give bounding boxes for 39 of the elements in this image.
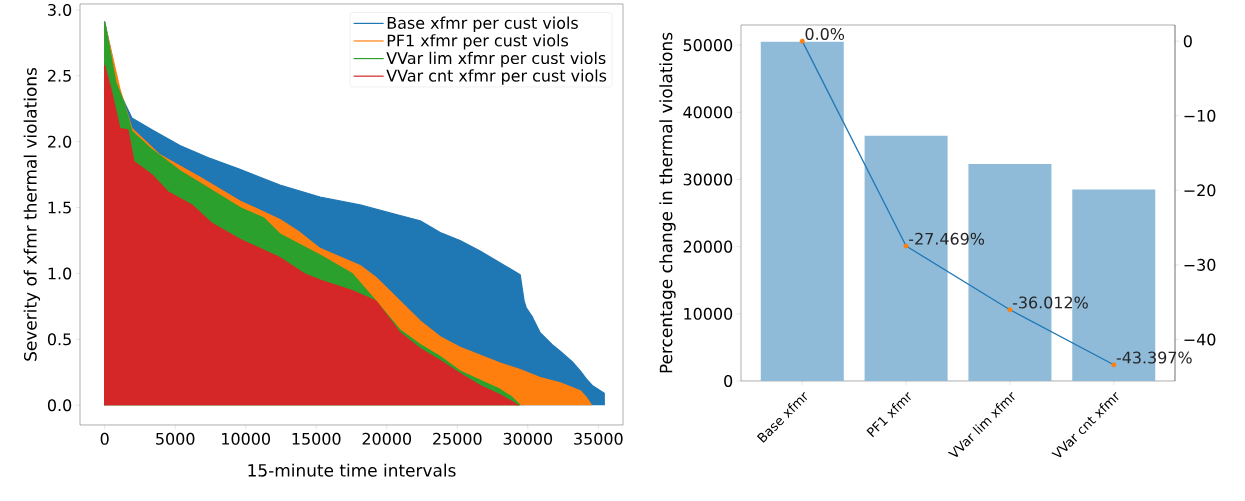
y-tick-label: 1.0 <box>48 267 72 280</box>
y-tick-label: 20000 <box>683 240 733 253</box>
legend-label: VVar lim xfmr per cust viols <box>386 51 606 68</box>
y2-tick-label: −30 <box>1184 258 1216 271</box>
point <box>799 38 805 44</box>
y2-tick-label: −20 <box>1184 184 1216 197</box>
x-tick-label: 25000 <box>433 432 482 445</box>
y2-tick-label: −40 <box>1184 333 1216 346</box>
x-axis-title: 15-minute time intervals <box>248 463 456 477</box>
y-tick-label: 0.0 <box>47 399 72 412</box>
y2-tick-label: −10 <box>1184 109 1216 122</box>
y-tick-label: 40000 <box>683 106 733 119</box>
point <box>1111 362 1117 368</box>
y-tick-label: 50000 <box>683 39 733 52</box>
y-axis-title: Percentage change in thermal violations <box>659 32 676 373</box>
data-label: 0.0% <box>805 27 845 40</box>
y2-tick-label: 0 <box>1183 35 1192 48</box>
y-tick-label: 2.0 <box>48 135 72 148</box>
y-tick-label: 0.5 <box>47 333 71 346</box>
y-tick-label: 30000 <box>683 173 733 186</box>
legend-label: VVar cnt xfmr per cust viols <box>386 69 607 85</box>
legend-label: PF1 xfmr per cust viols <box>387 34 569 50</box>
y-tick-label: 10000 <box>684 307 733 320</box>
point <box>1007 307 1013 313</box>
point <box>903 243 909 249</box>
x-tick-label: 20000 <box>362 432 412 445</box>
bar <box>760 41 844 381</box>
y-axis-title: Severity of xfmr thermal violations <box>23 67 41 361</box>
x-tick-label: 0 <box>100 432 109 445</box>
x-tick-label: 15000 <box>292 432 341 445</box>
x-tick-label: 30000 <box>503 432 553 445</box>
y-tick-label: 1.5 <box>48 201 71 214</box>
x-tick-label: 10000 <box>222 432 271 445</box>
y-tick-label: 3.0 <box>48 3 72 16</box>
x-tick-label: 35000 <box>574 432 623 445</box>
y-tick-label: 0 <box>724 374 733 388</box>
legend-label: Base xfmr per cust viols <box>387 16 578 33</box>
y-tick-label: 2.5 <box>48 69 71 82</box>
x-tick-label: 5000 <box>156 432 195 445</box>
